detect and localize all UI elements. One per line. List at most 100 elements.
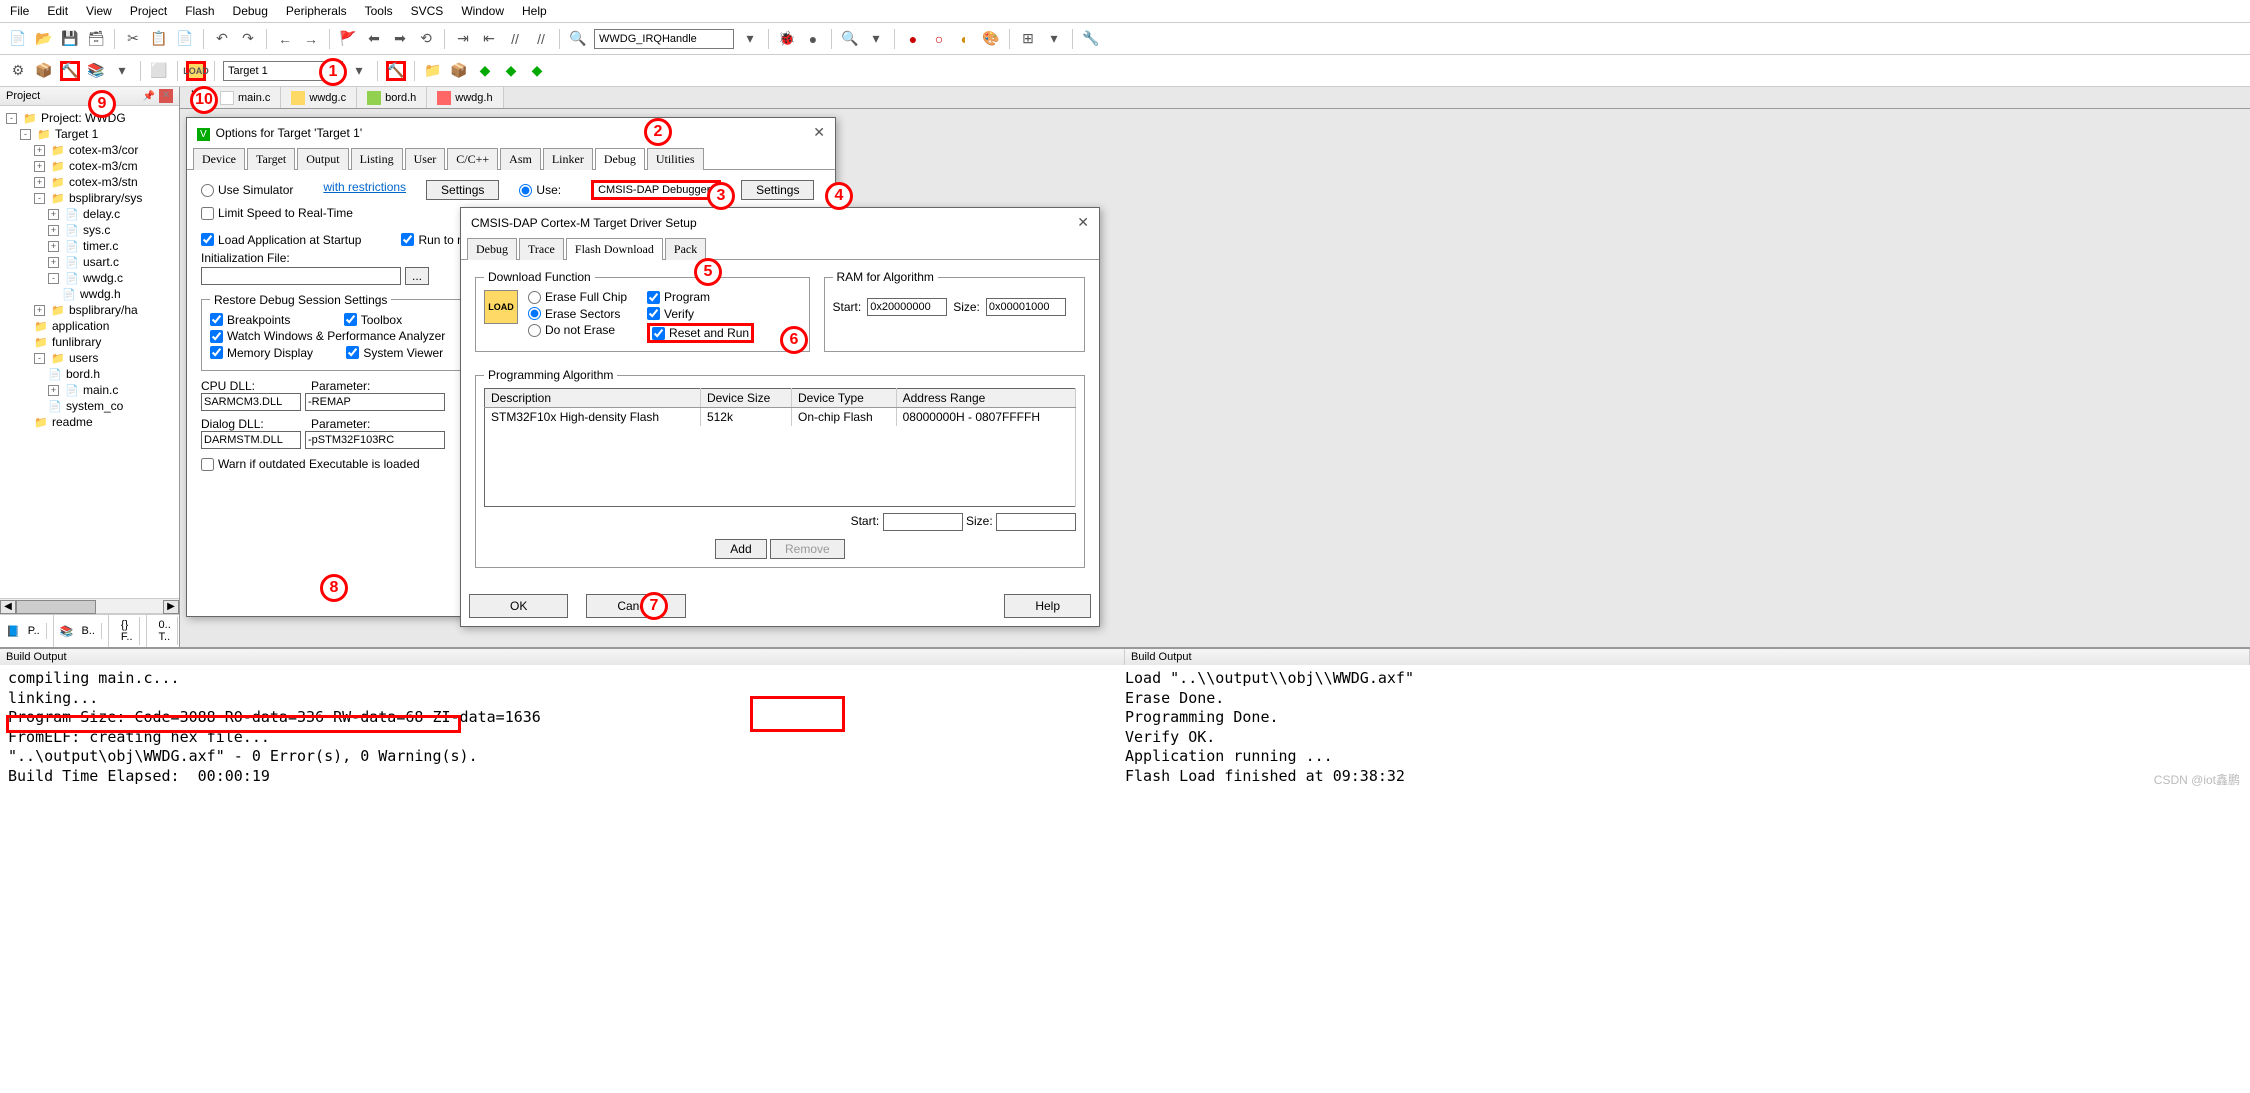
tab-linker[interactable]: Linker — [543, 148, 593, 170]
tree-file[interactable]: delay.c — [83, 207, 120, 221]
menu-help[interactable]: Help — [522, 4, 547, 18]
build-icon[interactable]: 📦 — [34, 61, 54, 81]
cancel-button[interactable]: Cancel — [586, 594, 685, 618]
reset-run-check[interactable]: Reset and Run — [647, 323, 754, 343]
browse-button[interactable]: ... — [405, 267, 429, 285]
zoom-icon[interactable]: 🔍 — [840, 29, 860, 49]
tree-file[interactable]: timer.c — [83, 239, 118, 253]
tree-folder[interactable]: cotex-m3/cor — [69, 143, 138, 157]
rec3-icon[interactable]: ◐ — [955, 29, 975, 49]
alg-size-input[interactable] — [996, 513, 1076, 531]
scroll-right-icon[interactable]: ▶ — [163, 600, 179, 614]
menu-svcs[interactable]: SVCS — [411, 4, 444, 18]
back-icon[interactable]: ← — [275, 29, 295, 49]
rec-icon[interactable]: ● — [903, 29, 923, 49]
editor-tab[interactable]: bord.h — [357, 87, 427, 108]
open-icon[interactable]: 📂 — [34, 29, 54, 49]
new-icon[interactable]: 📄 — [8, 29, 28, 49]
tree-file[interactable]: usart.c — [83, 255, 119, 269]
use-debugger-radio[interactable]: Use: — [519, 180, 561, 200]
load-app-check[interactable]: Load Application at Startup — [201, 233, 361, 247]
fwd-icon[interactable]: → — [301, 29, 321, 49]
tab-pack[interactable]: Pack — [665, 238, 706, 260]
zoomdrop-icon[interactable]: ▾ — [866, 29, 886, 49]
scroll-left-icon[interactable]: ◀ — [0, 600, 16, 614]
batchdrop-icon[interactable]: ▾ — [112, 61, 132, 81]
restrictions-link[interactable]: with restrictions — [323, 180, 406, 200]
ram-start-input[interactable] — [867, 298, 947, 316]
tab-output[interactable]: Output — [297, 148, 348, 170]
tree-root[interactable]: Project: WWDG — [41, 111, 126, 125]
init-file-input[interactable] — [201, 267, 401, 285]
tab-asm[interactable]: Asm — [500, 148, 541, 170]
verify-check[interactable]: Verify — [647, 307, 694, 321]
tab-templates[interactable]: 0.. T.. — [147, 615, 185, 647]
debug-icon[interactable]: 🐞 — [777, 29, 797, 49]
tab-debug[interactable]: Debug — [595, 148, 645, 170]
tree-folder[interactable]: readme — [52, 415, 93, 429]
indent-icon[interactable]: ⇥ — [453, 29, 473, 49]
remove-button[interactable]: Remove — [770, 539, 845, 559]
editor-tab[interactable]: main.c — [210, 87, 281, 108]
ram-size-input[interactable] — [986, 298, 1066, 316]
bm-next-icon[interactable]: ➡ — [390, 29, 410, 49]
tree-file[interactable]: bord.h — [66, 367, 100, 381]
tab-target[interactable]: Target — [247, 148, 295, 170]
debugger-combo[interactable]: CMSIS-DAP Debugger — [591, 180, 721, 200]
pin-icon[interactable]: 📌 — [143, 91, 155, 102]
bm-clear-icon[interactable]: ⟲ — [416, 29, 436, 49]
bm-prev-icon[interactable]: ⬅ — [364, 29, 384, 49]
wrench-icon[interactable]: 🔧 — [1081, 29, 1101, 49]
find-combo[interactable]: WWDG_IRQHandle — [594, 29, 734, 49]
tree-file[interactable]: main.c — [83, 383, 118, 397]
add-button[interactable]: Add — [715, 539, 766, 559]
toolbox-check[interactable]: Toolbox — [344, 313, 402, 327]
editor-tab[interactable]: wwdg.h — [427, 87, 503, 108]
menu-debug[interactable]: Debug — [233, 4, 268, 18]
drop-icon[interactable]: ▾ — [1044, 29, 1064, 49]
sysview-check[interactable]: System Viewer — [346, 346, 443, 360]
target-drop-icon[interactable]: ▾ — [349, 61, 369, 81]
uncomment-icon[interactable]: // — [531, 29, 551, 49]
menu-project[interactable]: Project — [130, 4, 167, 18]
menu-edit[interactable]: Edit — [47, 4, 68, 18]
download-icon[interactable]: LOAD — [186, 61, 206, 81]
pack-icon[interactable]: 📦 — [449, 61, 469, 81]
tab-trace[interactable]: Trace — [519, 238, 564, 260]
comment-icon[interactable]: // — [505, 29, 525, 49]
cut-icon[interactable]: ✂ — [123, 29, 143, 49]
scroll-thumb[interactable] — [16, 600, 96, 614]
tree-file[interactable]: sys.c — [83, 223, 110, 237]
tree-target[interactable]: Target 1 — [55, 127, 98, 141]
alg-start-input[interactable] — [883, 513, 963, 531]
tab-utilities[interactable]: Utilities — [647, 148, 704, 170]
breakpoints-check[interactable]: Breakpoints — [210, 313, 290, 327]
rebuild-icon[interactable]: 🔨 — [60, 61, 80, 81]
tab-functions[interactable]: {} F.. — [109, 615, 147, 647]
no-erase-radio[interactable]: Do not Erase — [528, 323, 615, 337]
erase-sectors-radio[interactable]: Erase Sectors — [528, 307, 620, 321]
translate-icon[interactable]: ⚙ — [8, 61, 28, 81]
stop-icon[interactable]: ⬜ — [149, 61, 169, 81]
tab-flash-download[interactable]: Flash Download — [566, 238, 663, 260]
warn-check[interactable]: Warn if outdated Executable is loaded — [201, 457, 420, 471]
help-button[interactable]: Help — [1004, 594, 1091, 618]
save-icon[interactable]: 💾 — [60, 29, 80, 49]
tree-folder[interactable]: bsplibrary/sys — [69, 191, 142, 205]
tree-folder[interactable]: users — [69, 351, 98, 365]
limit-speed-check[interactable]: Limit Speed to Real-Time — [201, 206, 353, 220]
tree-file[interactable]: wwdg.h — [80, 287, 121, 301]
outdent-icon[interactable]: ⇤ — [479, 29, 499, 49]
rte3-icon[interactable]: ◆ — [527, 61, 547, 81]
tab-listing[interactable]: Listing — [351, 148, 403, 170]
editor-tab[interactable]: wwdg.c — [281, 87, 357, 108]
close-icon[interactable]: ✕ — [1077, 214, 1089, 231]
close-icon[interactable]: ✕ — [159, 89, 173, 103]
tab-ddebug[interactable]: Debug — [467, 238, 517, 260]
tree-file[interactable]: wwdg.c — [83, 271, 123, 285]
ok-button[interactable]: OK — [469, 594, 568, 618]
tree-folder[interactable]: cotex-m3/stn — [69, 175, 138, 189]
tree-hscroll[interactable]: ◀ ▶ — [0, 598, 179, 614]
tree-file[interactable]: system_co — [66, 399, 123, 413]
saveall-icon[interactable]: 🗃 — [86, 29, 106, 49]
